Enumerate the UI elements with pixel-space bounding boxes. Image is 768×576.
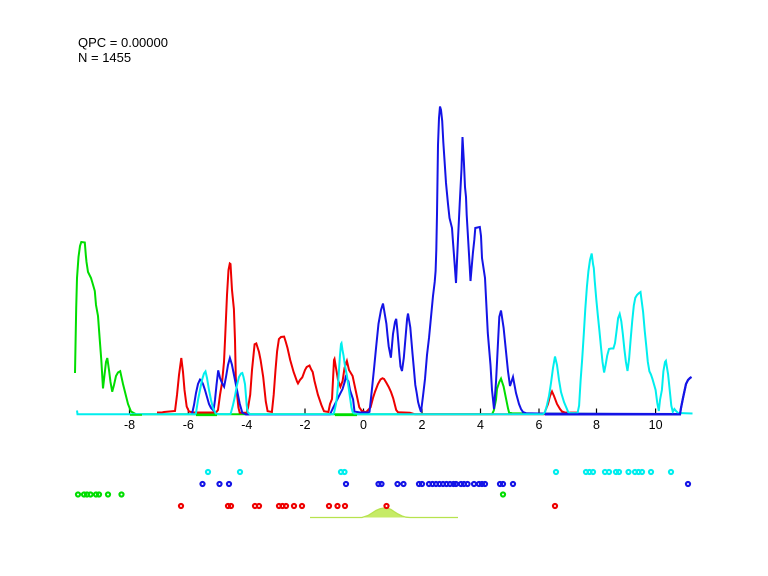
svg-text:4: 4 bbox=[477, 418, 484, 432]
svg-text:-4: -4 bbox=[241, 418, 252, 432]
svg-text:2: 2 bbox=[419, 418, 426, 432]
svg-text:N = 1455: N = 1455 bbox=[78, 50, 131, 65]
svg-text:-6: -6 bbox=[183, 418, 194, 432]
svg-text:0: 0 bbox=[360, 418, 367, 432]
svg-text:10: 10 bbox=[649, 418, 663, 432]
svg-text:-8: -8 bbox=[124, 418, 135, 432]
svg-text:6: 6 bbox=[536, 418, 543, 432]
svg-text:8: 8 bbox=[593, 418, 600, 432]
svg-text:QPC = 0.00000: QPC = 0.00000 bbox=[78, 35, 168, 50]
svg-text:-2: -2 bbox=[299, 418, 310, 432]
